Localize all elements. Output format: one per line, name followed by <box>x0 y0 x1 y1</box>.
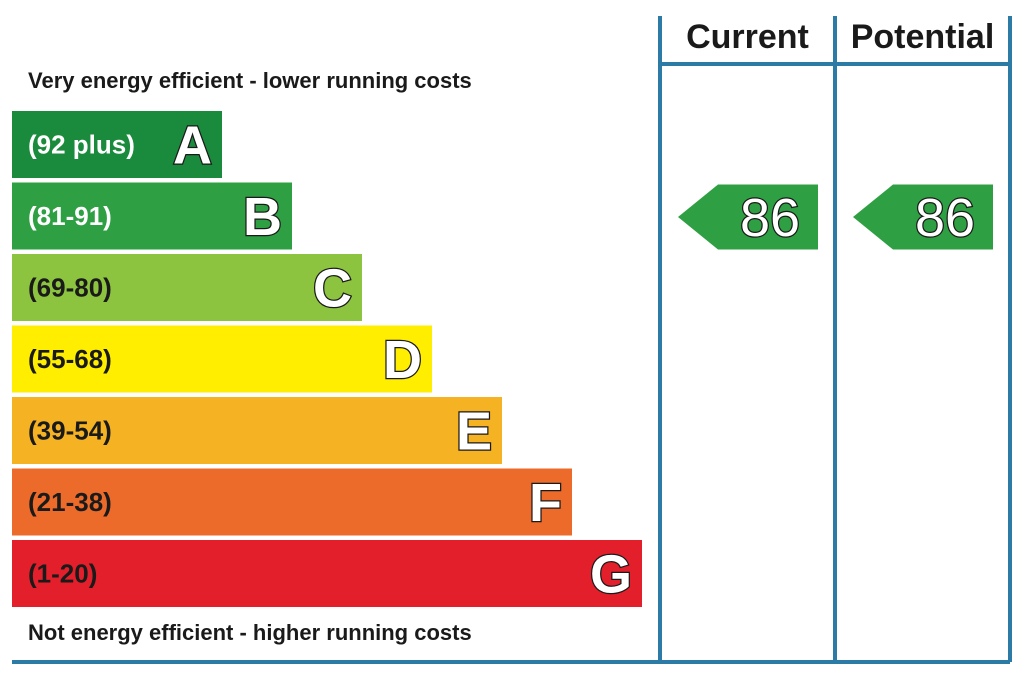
band-range-b: (81-91) <box>28 201 112 231</box>
band-letter-g: G <box>590 545 632 605</box>
rating-arrow-potential <box>853 184 993 250</box>
ratings-group: 86 86 <box>678 184 993 250</box>
band-range-e: (39-54) <box>28 416 112 446</box>
band-bar-a <box>12 111 222 178</box>
band-letter-f: F <box>529 473 562 533</box>
band-bar-c <box>12 254 362 321</box>
rating-frame <box>12 16 1012 664</box>
bands-group: (92 plus) A (81-91) B (69-80) C (55-68) D (39-54… <box>12 111 642 607</box>
band-letter-a: A <box>173 116 212 176</box>
band-bar-e <box>12 397 502 464</box>
band-range-g: (1-20) <box>28 559 97 589</box>
band-letter-e: E <box>456 402 492 462</box>
rating-value-potential: 86 <box>915 188 975 248</box>
band-range-d: (55-68) <box>28 344 112 374</box>
rating-value-current: 86 <box>740 188 800 248</box>
band-letter-b: B <box>243 187 282 247</box>
bottom-caption: Not energy efficient - higher running co… <box>28 620 472 645</box>
column-header-potential: Potential <box>851 18 995 56</box>
band-range-c: (69-80) <box>28 273 112 303</box>
band-bar-b <box>12 182 292 250</box>
band-letter-c: C <box>313 259 352 319</box>
band-bar-f <box>12 468 572 536</box>
band-bar-g <box>12 540 642 607</box>
top-caption: Very energy efficient - lower running co… <box>28 68 472 93</box>
band-letter-d: D <box>383 330 422 390</box>
band-range-f: (21-38) <box>28 487 112 517</box>
rating-arrow-current <box>678 184 818 250</box>
band-range-a: (92 plus) <box>28 130 135 160</box>
band-bar-d <box>12 325 432 393</box>
column-header-current: Current <box>686 18 809 56</box>
